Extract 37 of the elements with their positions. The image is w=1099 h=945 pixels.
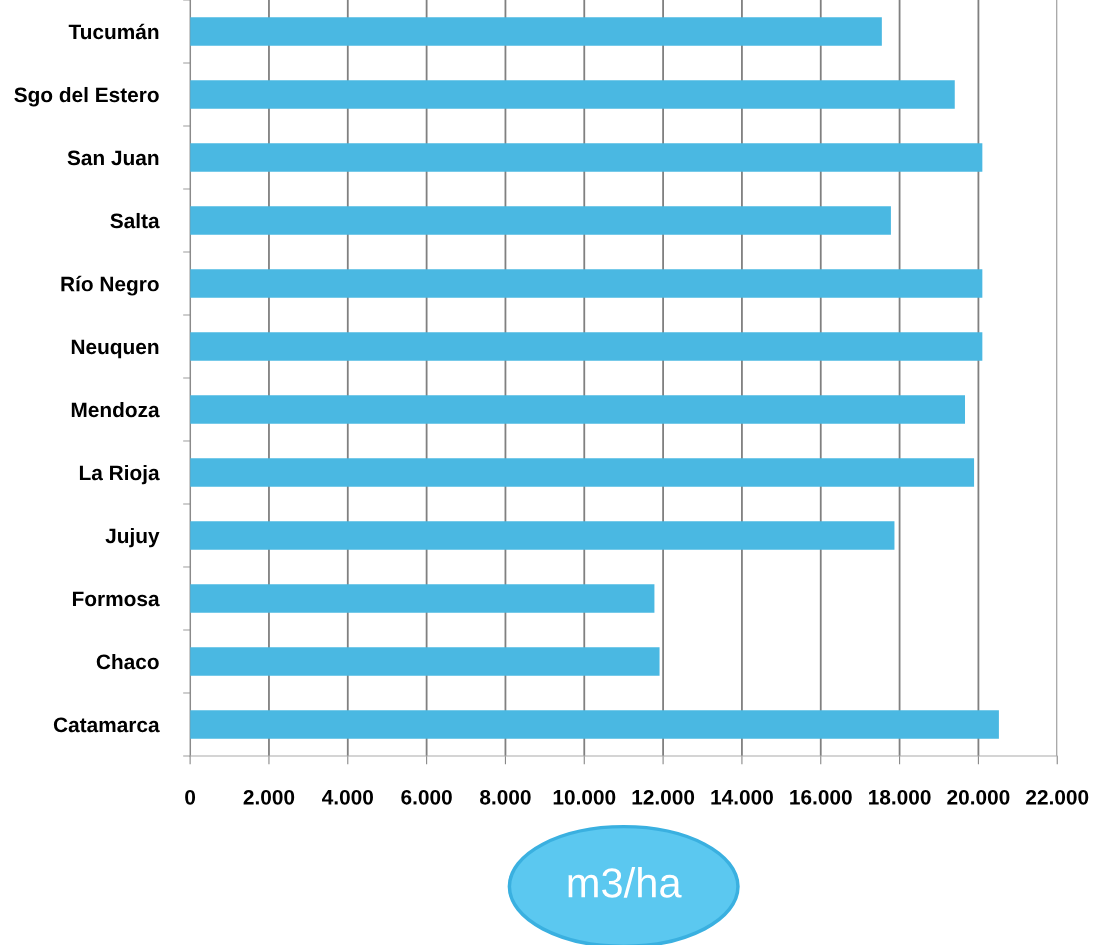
bar xyxy=(190,521,895,550)
y-tick-label: Sgo del Estero xyxy=(14,86,159,107)
bar xyxy=(190,458,975,487)
y-tick-label: Salta xyxy=(110,212,160,229)
bar xyxy=(190,395,966,424)
y-tick-label: Chaco xyxy=(96,653,159,670)
y-tick-label: La Rioja xyxy=(79,464,160,485)
bar xyxy=(190,143,983,172)
bar xyxy=(190,269,983,298)
y-tick-label: San Juan xyxy=(67,150,159,166)
bar xyxy=(190,710,999,739)
y-tick-label: Tucumán xyxy=(68,23,159,40)
y-tick-label: Catamarca xyxy=(53,717,160,733)
y-tick-label: Formosa xyxy=(72,591,160,607)
y-tick-label: Neuquen xyxy=(71,339,159,359)
x-tick-label: 14.000 xyxy=(711,789,773,805)
x-tick-label: 6.000 xyxy=(401,789,452,805)
y-tick-label: Río Negro xyxy=(61,275,159,296)
bar xyxy=(190,332,983,361)
bar xyxy=(190,584,655,613)
x-tick-label: 2.000 xyxy=(243,789,295,805)
x-tick-label: 10.000 xyxy=(553,789,616,805)
y-tick-label: Mendoza xyxy=(71,401,160,418)
x-tick-label: 18.000 xyxy=(869,789,931,805)
x-tick-label: 8.000 xyxy=(480,789,531,805)
x-tick-label: 22.000 xyxy=(1026,789,1089,805)
bar xyxy=(190,80,955,109)
x-tick-label: 0 xyxy=(185,789,196,805)
x-tick-label: 4.000 xyxy=(322,789,373,805)
bar xyxy=(190,17,882,46)
bar xyxy=(190,206,891,235)
x-axis-title: m3/ha xyxy=(568,867,682,898)
x-tick-label: 12.000 xyxy=(632,789,695,805)
y-tick-label: Jujuy xyxy=(105,527,160,548)
x-tick-label: 20.000 xyxy=(947,789,1010,805)
x-tick-label: 16.000 xyxy=(790,789,852,805)
bar xyxy=(190,647,660,676)
